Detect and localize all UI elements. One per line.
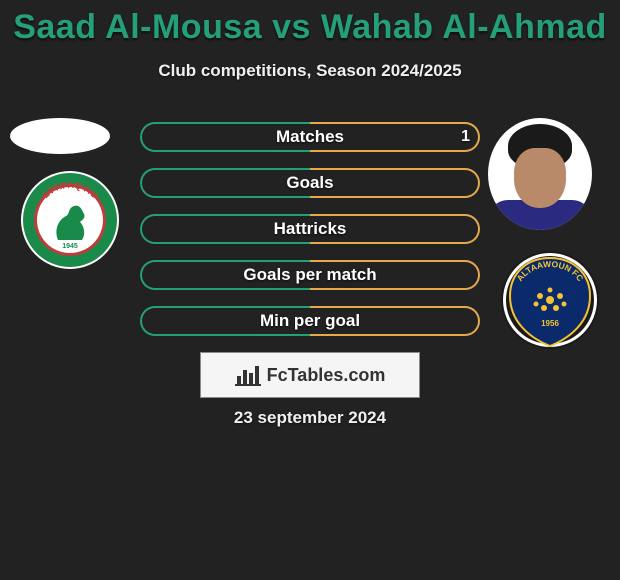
player1-club-year: 1945 <box>62 243 78 250</box>
player1-club-badge: ETTIFAQ F.C 1945 <box>20 170 120 270</box>
stat-label: Matches <box>140 122 480 152</box>
branding-text: FcTables.com <box>267 365 386 386</box>
page-title: Saad Al-Mousa vs Wahab Al-Ahmad <box>0 0 620 47</box>
stat-label: Goals per match <box>140 260 480 290</box>
stat-value-player2: 1 <box>461 122 470 152</box>
page-subtitle: Club competitions, Season 2024/2025 <box>0 61 620 81</box>
stat-label: Min per goal <box>140 306 480 336</box>
player1-avatar <box>10 118 110 154</box>
stat-label: Goals <box>140 168 480 198</box>
footer-date: 23 september 2024 <box>0 408 620 428</box>
stat-row: Min per goal <box>140 306 480 336</box>
player2-club-badge: ALTAAWOUN FC 1956 <box>500 250 600 350</box>
stat-row: Hattricks <box>140 214 480 244</box>
stats-chart: Matches1 Goals Hattricks Goals per match Min… <box>140 122 480 352</box>
stat-row: Matches1 <box>140 122 480 152</box>
stat-label: Hattricks <box>140 214 480 244</box>
stat-row: Goals <box>140 168 480 198</box>
player2-club-year: 1956 <box>541 319 559 328</box>
player2-avatar <box>488 118 592 230</box>
branding-badge: FcTables.com <box>200 352 420 398</box>
stat-row: Goals per match <box>140 260 480 290</box>
bar-chart-icon <box>235 364 261 386</box>
